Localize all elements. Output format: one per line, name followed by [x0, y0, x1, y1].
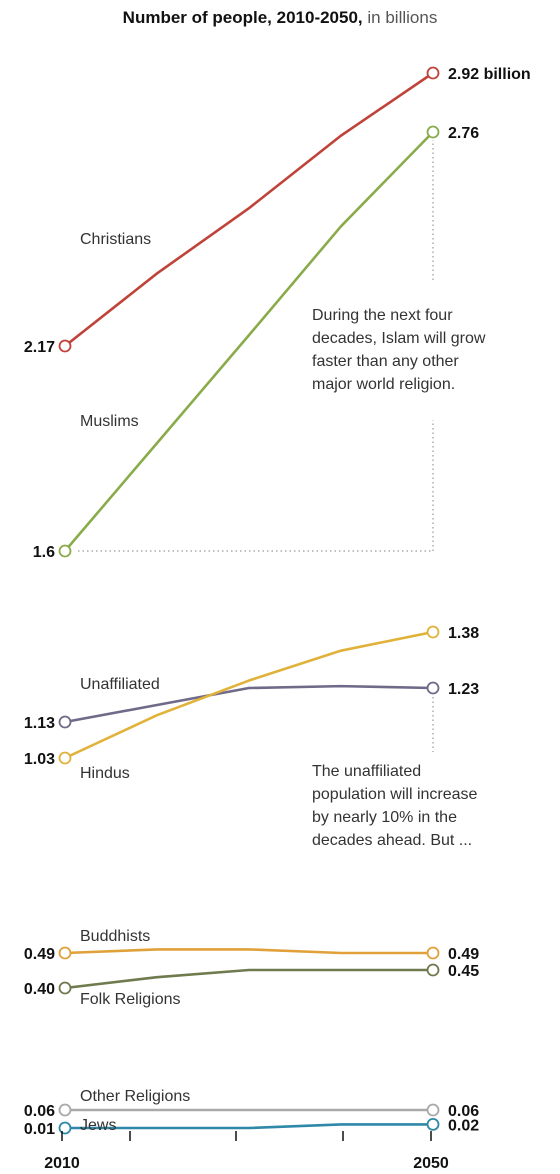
marker-muslims-2010	[58, 544, 72, 558]
series-name-christians: Christians	[80, 231, 151, 248]
x-label-start: 2010	[44, 1155, 80, 1172]
marker-folk-religions-2050	[426, 963, 440, 977]
annotations: During the next four decades, Islam will …	[312, 307, 486, 849]
series-markers	[58, 66, 440, 1135]
marker-buddhists-2010	[58, 946, 72, 960]
annotation-islam-line-4: major world religion.	[312, 376, 455, 393]
series-name-jews: Jews	[80, 1117, 116, 1134]
start-value-hindus: 1.03	[24, 751, 55, 768]
end-value-hindus: 1.38	[448, 625, 479, 642]
series-line-jews	[63, 1123, 435, 1130]
marker-buddhists-2050	[426, 946, 440, 960]
start-value-unaffiliated: 1.13	[24, 715, 55, 732]
chart-title-unit: in billions	[367, 8, 438, 27]
marker-christians-2050	[426, 66, 440, 80]
start-value-muslims: 1.6	[33, 544, 55, 561]
series-lines	[63, 71, 435, 1130]
series-name-buddhists: Buddhists	[80, 928, 150, 945]
marker-unaffiliated-2050	[426, 681, 440, 695]
start-value-other-religions: 0.06	[24, 1103, 55, 1120]
series-labels: 2.17 2.92 billion Christians 1.6 2.76 Muslims…	[24, 66, 531, 1138]
series-name-hindus: Hindus	[80, 765, 130, 782]
annotation-islam-line-2: decades, Islam will grow	[312, 330, 486, 347]
marker-muslims-2050	[426, 125, 440, 139]
end-value-muslims: 2.76	[448, 125, 479, 142]
series-line-folk-religions	[63, 968, 435, 990]
annotation-unaffiliated-line-3: by nearly 10% in the	[312, 809, 457, 826]
annotation-islam-line-1: During the next four	[312, 307, 453, 324]
marker-jews-2050	[426, 1118, 440, 1131]
chart-title: Number of people, 2010-2050, in billions	[0, 8, 560, 28]
x-axis: 2010 2050	[44, 1131, 449, 1172]
end-value-christians: 2.92 billion	[448, 66, 531, 83]
series-line-muslims	[63, 130, 435, 553]
series-line-unaffiliated	[63, 684, 435, 724]
series-name-muslims: Muslims	[80, 413, 139, 430]
end-value-unaffiliated: 1.23	[448, 681, 479, 698]
start-value-jews: 0.01	[24, 1121, 55, 1138]
annotation-unaffiliated-line-4: decades ahead. But ...	[312, 832, 472, 849]
series-line-christians	[63, 71, 435, 348]
guide-lines	[78, 140, 434, 752]
series-line-buddhists	[63, 948, 435, 955]
end-value-jews: 0.02	[448, 1117, 479, 1134]
marker-other-religions-2050	[426, 1103, 440, 1117]
end-value-buddhists: 0.49	[448, 946, 479, 963]
series-name-other-religions: Other Religions	[80, 1088, 190, 1105]
marker-christians-2010	[58, 339, 72, 353]
marker-other-religions-2010	[58, 1103, 72, 1117]
series-line-hindus	[63, 630, 435, 760]
marker-folk-religions-2010	[58, 981, 72, 995]
series-name-folk-religions: Folk Religions	[80, 991, 180, 1008]
annotation-islam-line-3: faster than any other	[312, 353, 459, 370]
annotation-unaffiliated-line-1: The unaffiliated	[312, 763, 421, 780]
start-value-christians: 2.17	[24, 339, 55, 356]
end-value-other-religions: 0.06	[448, 1103, 479, 1120]
annotation-unaffiliated-line-2: population will increase	[312, 786, 478, 803]
start-value-buddhists: 0.49	[24, 946, 55, 963]
marker-hindus-2010	[58, 751, 72, 765]
x-label-end: 2050	[413, 1155, 449, 1172]
marker-unaffiliated-2010	[58, 715, 72, 729]
start-value-folk-religions: 0.40	[24, 981, 55, 998]
marker-hindus-2050	[426, 625, 440, 639]
marker-jews-2010	[58, 1121, 72, 1135]
end-value-folk-religions: 0.45	[448, 963, 479, 980]
chart-title-main: Number of people, 2010-2050,	[122, 8, 363, 27]
series-name-unaffiliated: Unaffiliated	[80, 676, 160, 693]
